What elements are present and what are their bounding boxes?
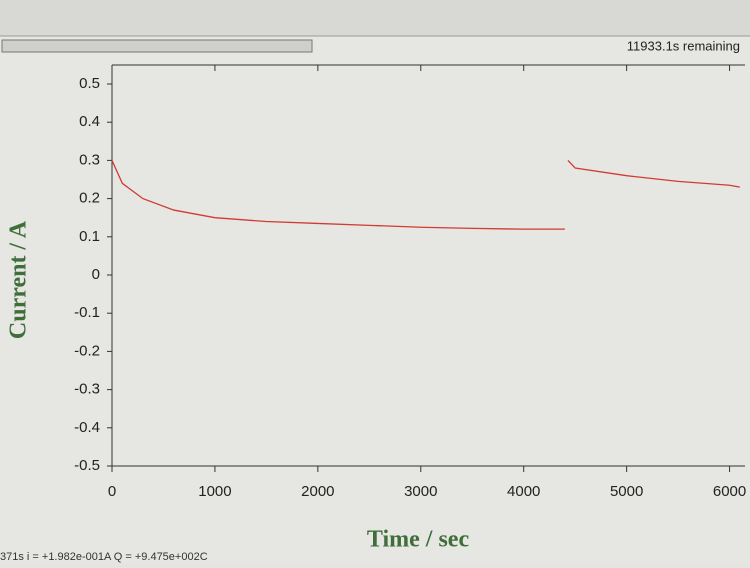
y-tick-label: -0.4	[74, 419, 100, 436]
button-strip[interactable]	[1, 39, 313, 53]
status-readout: 371s i = +1.982e-001A Q = +9.475e+002C	[0, 551, 208, 563]
x-tick-label: 3000	[404, 483, 437, 500]
y-tick-label: 0.1	[79, 228, 100, 245]
data-line	[111, 159, 740, 230]
y-tick-label: -0.2	[74, 342, 100, 359]
x-tick-label: 5000	[610, 483, 643, 500]
y-tick-label: 0	[92, 266, 100, 283]
remaining-time: 11933.1s remaining	[627, 38, 740, 53]
y-tick-label: 0.2	[79, 190, 100, 207]
y-tick-label: -0.1	[74, 304, 100, 321]
x-tick-label: 1000	[198, 483, 231, 500]
toolbar-buttons[interactable]	[1, 39, 313, 53]
y-tick-label: 0.3	[79, 151, 100, 168]
y-tick-label: 0.4	[79, 113, 100, 130]
y-tick-label: -0.5	[74, 457, 100, 474]
y-tick-label: -0.3	[74, 381, 100, 398]
x-axis-label: Time / sec	[367, 527, 470, 553]
y-axis-label: Current / A	[6, 220, 32, 339]
x-tick-label: 2000	[301, 483, 334, 500]
y-tick-label: 0.5	[79, 75, 100, 92]
x-tick-label: 4000	[507, 483, 540, 500]
x-tick-label: 0	[108, 483, 116, 500]
x-tick-label: 6000	[713, 483, 746, 500]
toolbar	[0, 0, 750, 36]
